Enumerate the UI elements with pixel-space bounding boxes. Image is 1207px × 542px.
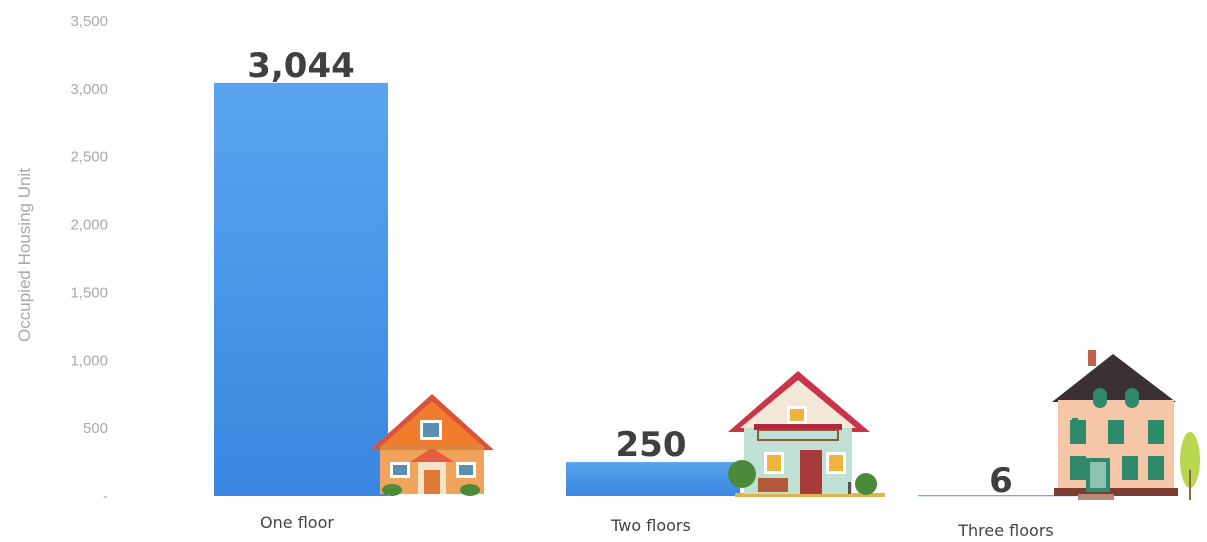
- y-tick-label: 500: [83, 420, 108, 437]
- y-tick-label: 2,500: [70, 149, 108, 166]
- y-tick-label: -: [103, 488, 108, 505]
- one-floor-house-icon: [370, 394, 494, 496]
- y-tick-label: 3,500: [70, 13, 108, 30]
- three-floor-house-icon: [1052, 350, 1178, 500]
- category-label: One floor: [260, 513, 334, 532]
- y-tick-label: 1,500: [70, 284, 108, 301]
- data-labels: 3,044 250 6: [247, 46, 1013, 501]
- category-labels: One floor Two floors Three floors: [260, 513, 1054, 540]
- category-label: Two floors: [610, 516, 691, 535]
- bar: [918, 495, 1092, 497]
- category-label: Three floors: [957, 521, 1053, 540]
- y-tick-label: 1,000: [70, 352, 108, 369]
- y-tick-label: 2,000: [70, 217, 108, 234]
- data-label: 250: [616, 425, 687, 465]
- bar: [214, 82, 388, 496]
- data-label: 3,044: [247, 46, 355, 86]
- data-label: 6: [989, 461, 1013, 501]
- y-axis-title: Occupied Housing Unit: [15, 168, 34, 342]
- bars: [214, 82, 1092, 497]
- bar: [566, 462, 740, 496]
- tree-icon: [1180, 432, 1200, 500]
- y-tick-label: 3,000: [70, 81, 108, 98]
- y-axis-ticks: - 500 1,000 1,500 2,000 2,500 3,000 3,500: [70, 13, 108, 505]
- two-floor-house-icon: [728, 371, 885, 497]
